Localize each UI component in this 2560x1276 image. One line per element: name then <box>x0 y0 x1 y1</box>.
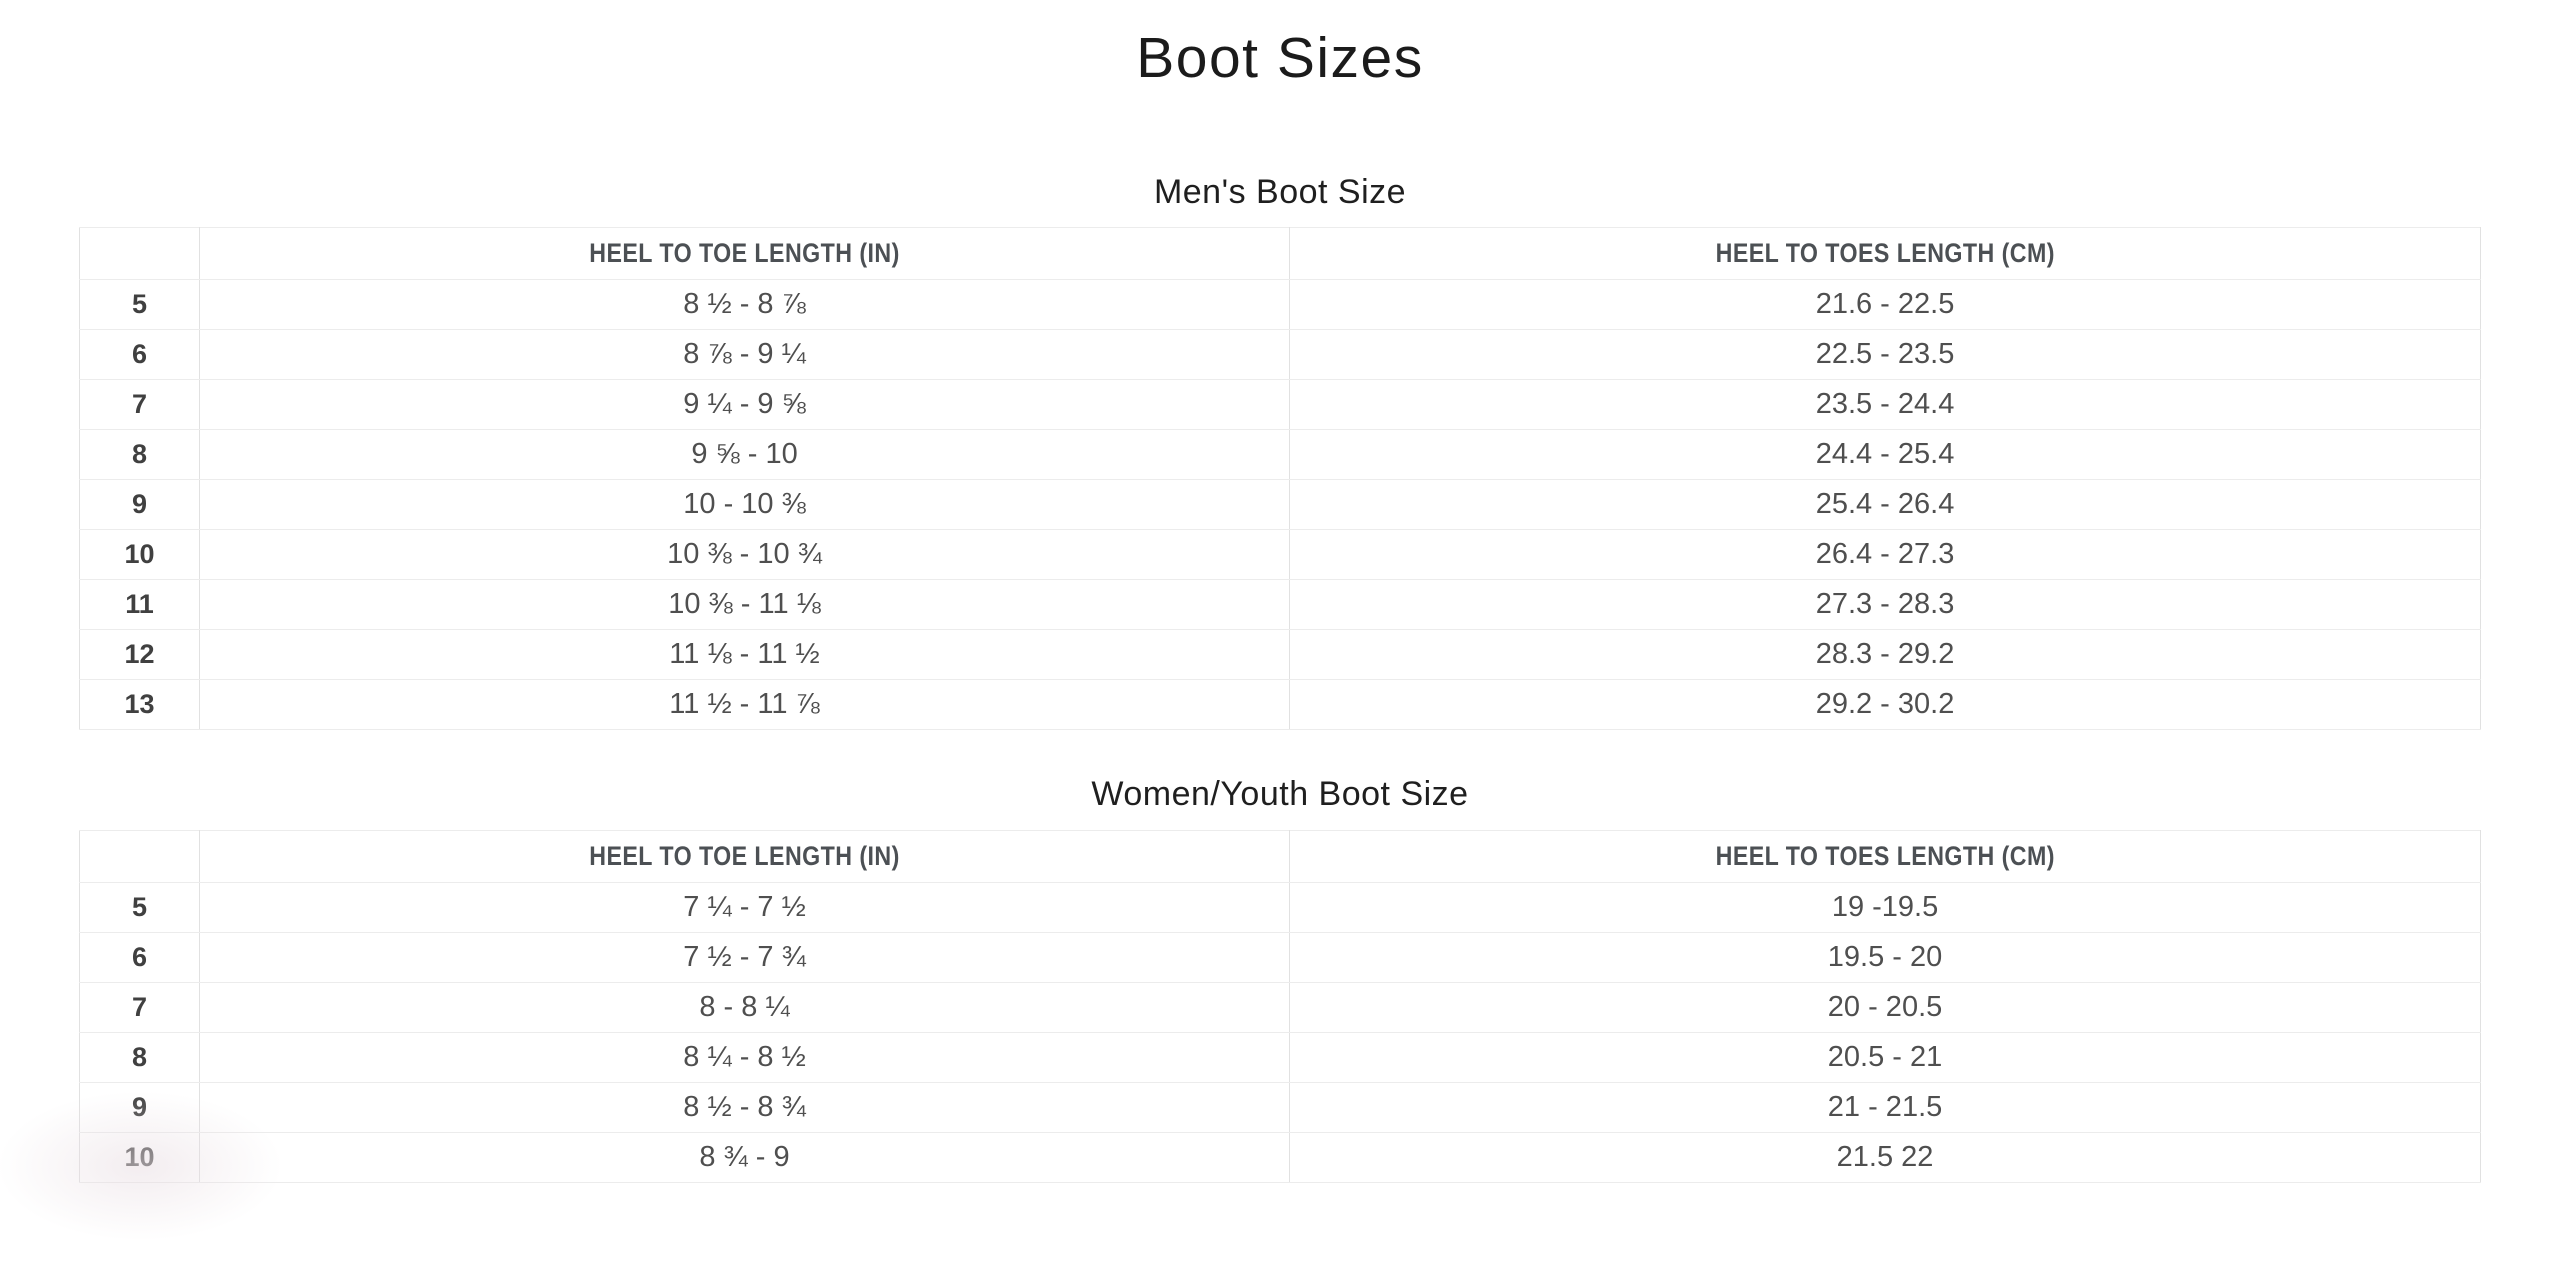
size-cell: 9 <box>79 479 200 531</box>
mens-table-body: 5 8 ½ - 8 ⅞ 21.6 - 22.5 6 8 ⅞ - 9 ¼ 22.5… <box>79 279 2481 731</box>
boot-sizes-page: Boot Sizes Men's Boot Size HEEL TO TOE L… <box>79 26 2481 1184</box>
inches-cell: 8 ¼ - 8 ½ <box>198 1032 1291 1084</box>
cm-cell: 19.5 - 20 <box>1289 932 2481 984</box>
mens-table-header: HEEL TO TOE LENGTH (IN) HEEL TO TOES LEN… <box>79 227 2481 281</box>
women-section-subtitle: Women/Youth Boot Size <box>1091 775 1469 814</box>
table-row: 8 8 ¼ - 8 ½ 20.5 - 21 <box>79 1032 2481 1084</box>
table-row: 13 11 ½ - 11 ⅞ 29.2 - 30.2 <box>79 679 2481 731</box>
cm-cell: 20.5 - 21 <box>1289 1032 2481 1084</box>
inches-cell: 10 ⅜ - 10 ¾ <box>198 529 1291 581</box>
size-cell: 13 <box>79 679 200 731</box>
size-cell: 12 <box>79 629 200 681</box>
size-cell: 7 <box>79 379 200 431</box>
size-cell: 10 <box>79 1132 200 1184</box>
table-row: 9 10 - 10 ⅜ 25.4 - 26.4 <box>79 479 2481 531</box>
size-cell: 9 <box>79 1082 200 1134</box>
cm-cell: 29.2 - 30.2 <box>1289 679 2481 731</box>
cm-cell: 22.5 - 23.5 <box>1289 329 2481 381</box>
cm-column-header: HEEL TO TOES LENGTH (CM) <box>1289 830 2481 884</box>
table-row: 6 7 ½ - 7 ¾ 19.5 - 20 <box>79 932 2481 984</box>
inches-cell: 9 ⅝ - 10 <box>198 429 1291 481</box>
cm-cell: 25.4 - 26.4 <box>1289 479 2481 531</box>
cm-cell: 28.3 - 29.2 <box>1289 629 2481 681</box>
table-row: 6 8 ⅞ - 9 ¼ 22.5 - 23.5 <box>79 329 2481 381</box>
mens-section-subtitle: Men's Boot Size <box>1153 172 1407 211</box>
size-cell: 6 <box>79 329 200 381</box>
cm-cell: 21.5 22 <box>1289 1132 2481 1184</box>
size-cell: 5 <box>79 882 200 934</box>
inches-cell: 11 ½ - 11 ⅞ <box>198 679 1291 731</box>
size-cell: 11 <box>79 579 200 631</box>
mens-size-table: HEEL TO TOE LENGTH (IN) HEEL TO TOES LEN… <box>79 227 2481 731</box>
header-row: HEEL TO TOE LENGTH (IN) HEEL TO TOES LEN… <box>79 227 2481 281</box>
table-row: 5 7 ¼ - 7 ½ 19 -19.5 <box>79 882 2481 934</box>
inches-cell: 11 ⅛ - 11 ½ <box>198 629 1291 681</box>
inches-cell: 10 ⅜ - 11 ⅛ <box>198 579 1291 631</box>
size-cell: 7 <box>79 982 200 1034</box>
cm-cell: 21 - 21.5 <box>1289 1082 2481 1134</box>
table-row: 10 10 ⅜ - 10 ¾ 26.4 - 27.3 <box>79 529 2481 581</box>
inches-cell: 10 - 10 ⅜ <box>198 479 1291 531</box>
table-row: 7 8 - 8 ¼ 20 - 20.5 <box>79 982 2481 1034</box>
cm-cell: 20 - 20.5 <box>1289 982 2481 1034</box>
table-row: 12 11 ⅛ - 11 ½ 28.3 - 29.2 <box>79 629 2481 681</box>
size-column-header <box>79 227 200 281</box>
size-cell: 10 <box>79 529 200 581</box>
table-row: 8 9 ⅝ - 10 24.4 - 25.4 <box>79 429 2481 481</box>
inches-column-header: HEEL TO TOE LENGTH (IN) <box>198 830 1291 884</box>
cm-cell: 26.4 - 27.3 <box>1289 529 2481 581</box>
header-row: HEEL TO TOE LENGTH (IN) HEEL TO TOES LEN… <box>79 830 2481 884</box>
size-column-header <box>79 830 200 884</box>
cm-cell: 19 -19.5 <box>1289 882 2481 934</box>
page-title: Boot Sizes <box>1136 26 1424 90</box>
cm-cell: 24.4 - 25.4 <box>1289 429 2481 481</box>
women-youth-boot-size-section: Women/Youth Boot Size HEEL TO TOE LENGTH… <box>79 774 2481 1184</box>
size-cell: 5 <box>79 279 200 331</box>
table-row: 10 8 ¾ - 9 21.5 22 <box>79 1132 2481 1184</box>
table-row: 7 9 ¼ - 9 ⅝ 23.5 - 24.4 <box>79 379 2481 431</box>
table-row: 11 10 ⅜ - 11 ⅛ 27.3 - 28.3 <box>79 579 2481 631</box>
women-youth-size-table: HEEL TO TOE LENGTH (IN) HEEL TO TOES LEN… <box>79 830 2481 1184</box>
size-cell: 8 <box>79 1032 200 1084</box>
cm-cell: 21.6 - 22.5 <box>1289 279 2481 331</box>
inches-cell: 7 ¼ - 7 ½ <box>198 882 1291 934</box>
mens-boot-size-section: Men's Boot Size HEEL TO TOE LENGTH (IN) … <box>79 172 2481 731</box>
cm-cell: 27.3 - 28.3 <box>1289 579 2481 631</box>
women-table-body: 5 7 ¼ - 7 ½ 19 -19.5 6 7 ½ - 7 ¾ 19.5 - … <box>79 882 2481 1184</box>
inches-cell: 7 ½ - 7 ¾ <box>198 932 1291 984</box>
table-row: 5 8 ½ - 8 ⅞ 21.6 - 22.5 <box>79 279 2481 331</box>
inches-cell: 8 ⅞ - 9 ¼ <box>198 329 1291 381</box>
cm-column-header: HEEL TO TOES LENGTH (CM) <box>1289 227 2481 281</box>
size-cell: 6 <box>79 932 200 984</box>
inches-cell: 8 - 8 ¼ <box>198 982 1291 1034</box>
size-cell: 8 <box>79 429 200 481</box>
cm-cell: 23.5 - 24.4 <box>1289 379 2481 431</box>
inches-cell: 8 ½ - 8 ¾ <box>198 1082 1291 1134</box>
inches-cell: 8 ¾ - 9 <box>198 1132 1291 1184</box>
inches-column-header: HEEL TO TOE LENGTH (IN) <box>198 227 1291 281</box>
inches-cell: 8 ½ - 8 ⅞ <box>198 279 1291 331</box>
table-row: 9 8 ½ - 8 ¾ 21 - 21.5 <box>79 1082 2481 1134</box>
women-table-header: HEEL TO TOE LENGTH (IN) HEEL TO TOES LEN… <box>79 830 2481 884</box>
inches-cell: 9 ¼ - 9 ⅝ <box>198 379 1291 431</box>
